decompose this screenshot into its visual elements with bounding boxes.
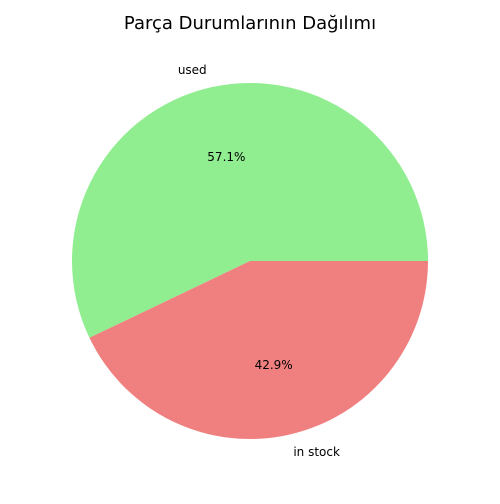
slice-percent-label: 57.1% <box>207 150 245 164</box>
chart-title: Parça Durumlarının Dağılımı <box>124 13 376 34</box>
slice-percent-label: 42.9% <box>255 358 293 372</box>
pie-slices <box>72 83 428 439</box>
slice-label: used <box>178 63 207 77</box>
slice-label: in stock <box>293 445 340 459</box>
